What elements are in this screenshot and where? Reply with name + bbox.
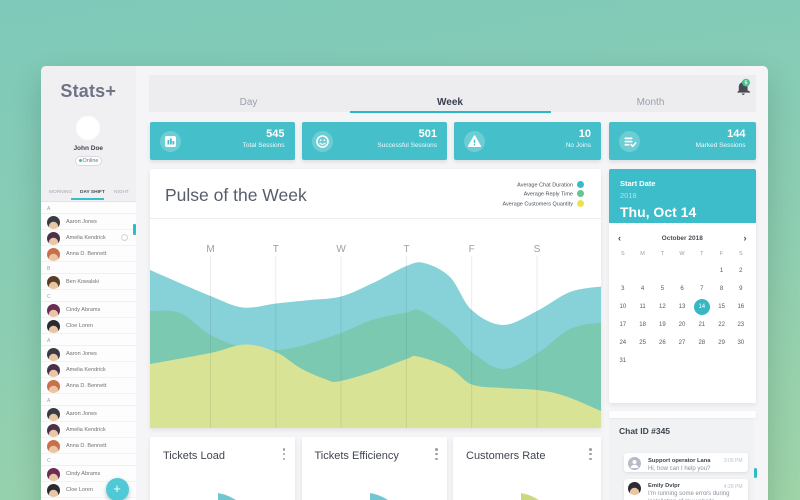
svg-text:M: M: [206, 244, 214, 255]
svg-text:S: S: [534, 244, 541, 255]
svg-text:T: T: [273, 244, 279, 255]
svg-text:T: T: [403, 244, 409, 255]
svg-text:F: F: [469, 244, 475, 255]
svg-text:W: W: [336, 244, 346, 255]
svg-text:5: 5: [744, 81, 747, 87]
